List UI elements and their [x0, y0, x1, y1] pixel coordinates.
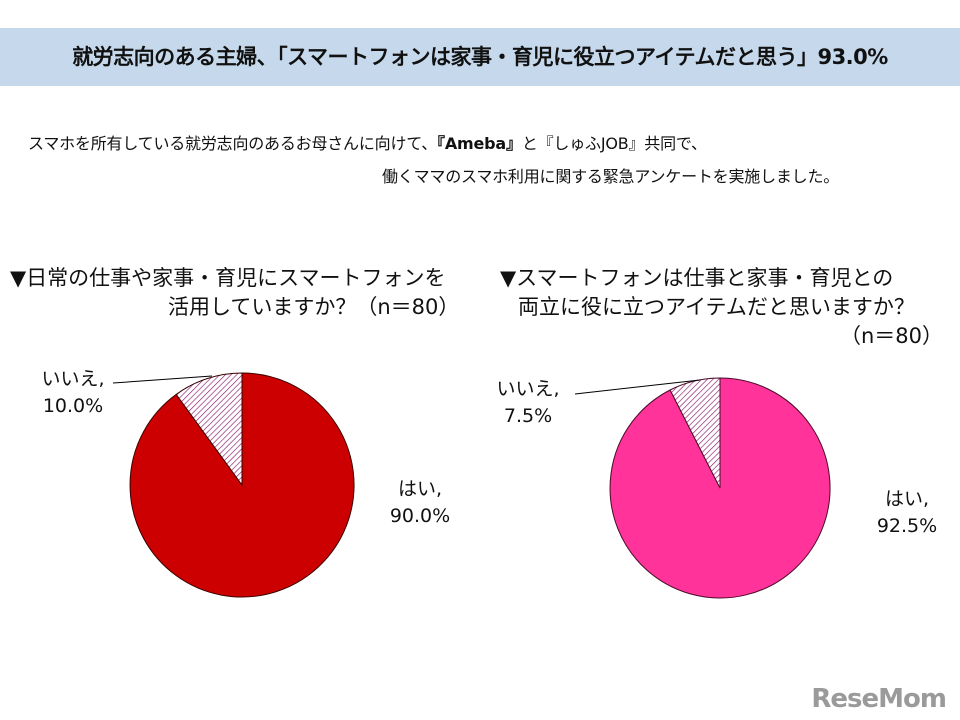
chart1-question-line2: 活用していますか？（n＝80）: [168, 295, 460, 319]
title-banner: 就労志向のある主婦、「スマートフォンは家事・育児に役立つアイテムだと思う」93.…: [0, 28, 960, 86]
page-title: 就労志向のある主婦、「スマートフォンは家事・育児に役立つアイテムだと思う」93.…: [72, 45, 888, 69]
resemom-logo: ReseMom: [811, 684, 947, 714]
chart1-yes-value: 90.0%: [389, 505, 451, 527]
chart1-yes-label-text: はい,: [397, 478, 443, 500]
chart1-leader-line: [112, 375, 213, 384]
chart2-no-label: いいえ, 7.5%: [488, 376, 568, 430]
chart2-leader-line: [574, 379, 701, 395]
chart1-question-line1: ▼日常の仕事や家事・育児にスマートフォンを: [10, 266, 446, 290]
intro-text-post: と『しゅふJOB』共同で、: [521, 134, 707, 153]
chart2-question-line2: 両立に役に立つアイテムだと思いますか？: [518, 295, 915, 319]
chart2-pie: [574, 377, 831, 599]
intro-ameba: 『Ameba』: [437, 134, 522, 153]
intro-line-2: 働くママのスマホ利用に関する緊急アンケートを実施しました。: [382, 167, 840, 186]
chart1-no-label-text: いいえ,: [41, 368, 105, 390]
chart2-question-line1: ▼スマートフォンは仕事と家事・育児との: [500, 266, 894, 290]
chart1-pie: [112, 372, 355, 598]
chart2-yes-label-text: はい,: [884, 488, 930, 510]
chart1-slice-no: [175, 372, 243, 487]
chart1-yes-label: はい, 90.0%: [375, 476, 465, 530]
chart2-yes-value: 92.5%: [876, 515, 938, 537]
chart2-yes-label: はい, 92.5%: [862, 486, 952, 540]
chart1-no-value: 10.0%: [42, 395, 104, 417]
chart2-no-label-text: いいえ,: [496, 378, 560, 400]
intro-line-1: スマホを所有している就労志向のあるお母さんに向けて、『Ameba』と『しゅふJO…: [28, 130, 707, 154]
chart2-no-value: 7.5%: [503, 405, 553, 427]
intro-text-pre: スマホを所有している就労志向のあるお母さんに向けて、: [28, 134, 438, 153]
chart1-no-label: いいえ, 10.0%: [28, 366, 118, 420]
chart2-question-line3: （n＝80）: [840, 324, 944, 348]
